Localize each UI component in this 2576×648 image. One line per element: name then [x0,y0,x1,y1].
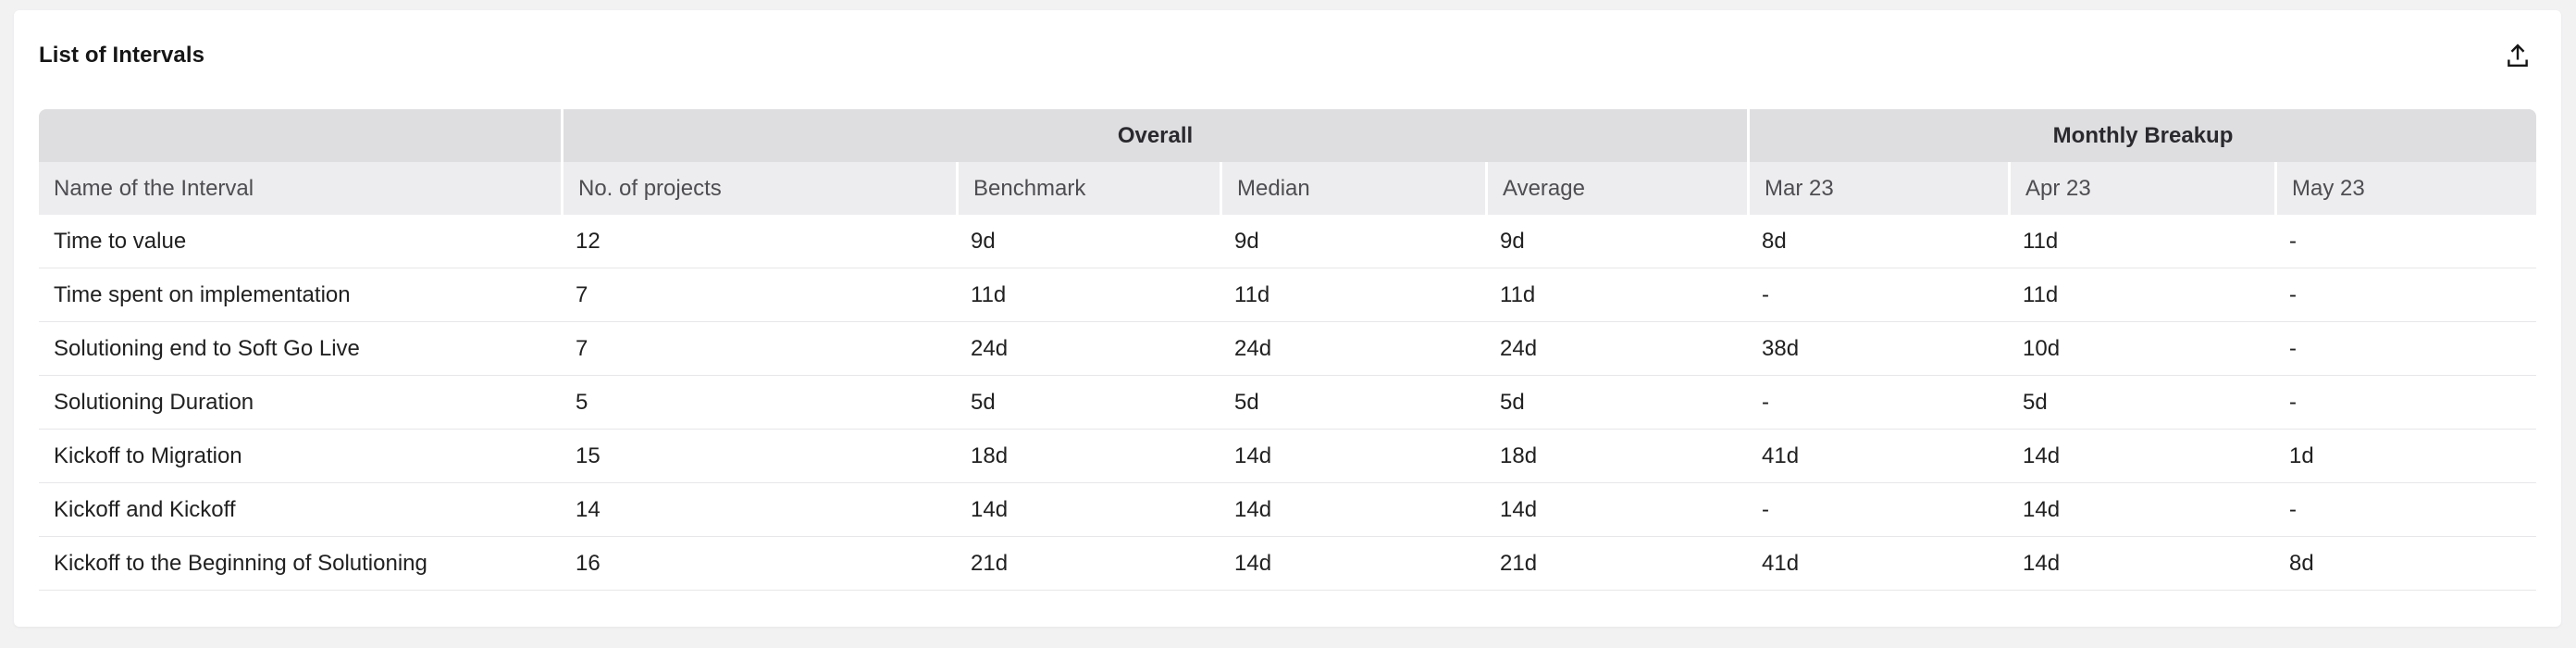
cell-may-23: 8d [2274,537,2537,591]
cell-apr-23: 5d [2008,376,2275,430]
table-row: Kickoff to Migration 15 18d 14d 18d 41d … [39,430,2537,483]
table-row: Time to value 12 9d 9d 9d 8d 11d - [39,215,2537,268]
cell-median: 14d [1220,537,1485,591]
cell-no-of-projects: 15 [561,430,956,483]
cell-no-of-projects: 7 [561,268,956,322]
list-of-intervals-card: List of Intervals Overall Monthly Break [14,10,2561,627]
cell-interval-name: Kickoff and Kickoff [39,483,561,537]
group-header-row: Overall Monthly Breakup [39,109,2537,162]
cell-may-23: - [2274,322,2537,376]
cell-benchmark: 5d [956,376,1220,430]
upload-export-icon [2508,44,2528,67]
table-row: Time spent on implementation 7 11d 11d 1… [39,268,2537,322]
cell-apr-23: 14d [2008,537,2275,591]
cell-interval-name: Kickoff to the Beginning of Solutioning [39,537,561,591]
table-row: Kickoff to the Beginning of Solutioning … [39,537,2537,591]
cell-no-of-projects: 12 [561,215,956,268]
column-header-row: Name of the Interval No. of projects Ben… [39,162,2537,215]
cell-average: 21d [1485,537,1748,591]
cell-no-of-projects: 16 [561,537,956,591]
column-header-apr-23: Apr 23 [2008,162,2275,215]
cell-interval-name: Kickoff to Migration [39,430,561,483]
cell-may-23: - [2274,268,2537,322]
cell-average: 5d [1485,376,1748,430]
table-row: Solutioning Duration 5 5d 5d 5d - 5d - [39,376,2537,430]
group-header-overall: Overall [561,109,1748,162]
cell-apr-23: 11d [2008,268,2275,322]
cell-apr-23: 14d [2008,430,2275,483]
column-header-benchmark: Benchmark [956,162,1220,215]
cell-interval-name: Time spent on implementation [39,268,561,322]
cell-mar-23: 38d [1747,322,2009,376]
cell-mar-23: 41d [1747,430,2009,483]
cell-median: 11d [1220,268,1485,322]
cell-median: 5d [1220,376,1485,430]
group-header-empty [39,109,561,162]
cell-benchmark: 14d [956,483,1220,537]
column-header-average: Average [1485,162,1748,215]
group-header-monthly-breakup: Monthly Breakup [1747,109,2537,162]
cell-may-23: - [2274,376,2537,430]
export-button[interactable] [2500,38,2535,73]
cell-may-23: - [2274,483,2537,537]
cell-no-of-projects: 5 [561,376,956,430]
column-header-name-of-interval: Name of the Interval [39,162,561,215]
cell-mar-23: - [1747,376,2009,430]
cell-average: 9d [1485,215,1748,268]
card-header: List of Intervals [39,40,2535,71]
table-row: Solutioning end to Soft Go Live 7 24d 24… [39,322,2537,376]
cell-benchmark: 11d [956,268,1220,322]
table-row: Kickoff and Kickoff 14 14d 14d 14d - 14d… [39,483,2537,537]
column-header-mar-23: Mar 23 [1747,162,2009,215]
cell-median: 14d [1220,430,1485,483]
cell-benchmark: 21d [956,537,1220,591]
cell-may-23: 1d [2274,430,2537,483]
cell-mar-23: - [1747,268,2009,322]
card-title: List of Intervals [39,43,205,68]
cell-apr-23: 10d [2008,322,2275,376]
cell-may-23: - [2274,215,2537,268]
column-header-no-of-projects: No. of projects [561,162,956,215]
cell-mar-23: - [1747,483,2009,537]
cell-mar-23: 8d [1747,215,2009,268]
cell-mar-23: 41d [1747,537,2009,591]
cell-interval-name: Solutioning end to Soft Go Live [39,322,561,376]
cell-median: 24d [1220,322,1485,376]
intervals-table: Overall Monthly Breakup Name of the Inte… [39,109,2537,591]
cell-no-of-projects: 7 [561,322,956,376]
column-header-may-23: May 23 [2274,162,2537,215]
cell-apr-23: 14d [2008,483,2275,537]
cell-interval-name: Solutioning Duration [39,376,561,430]
cell-average: 18d [1485,430,1748,483]
column-header-median: Median [1220,162,1485,215]
cell-average: 11d [1485,268,1748,322]
cell-median: 9d [1220,215,1485,268]
cell-benchmark: 9d [956,215,1220,268]
cell-interval-name: Time to value [39,215,561,268]
cell-benchmark: 24d [956,322,1220,376]
cell-benchmark: 18d [956,430,1220,483]
cell-average: 24d [1485,322,1748,376]
cell-median: 14d [1220,483,1485,537]
cell-average: 14d [1485,483,1748,537]
cell-no-of-projects: 14 [561,483,956,537]
cell-apr-23: 11d [2008,215,2275,268]
